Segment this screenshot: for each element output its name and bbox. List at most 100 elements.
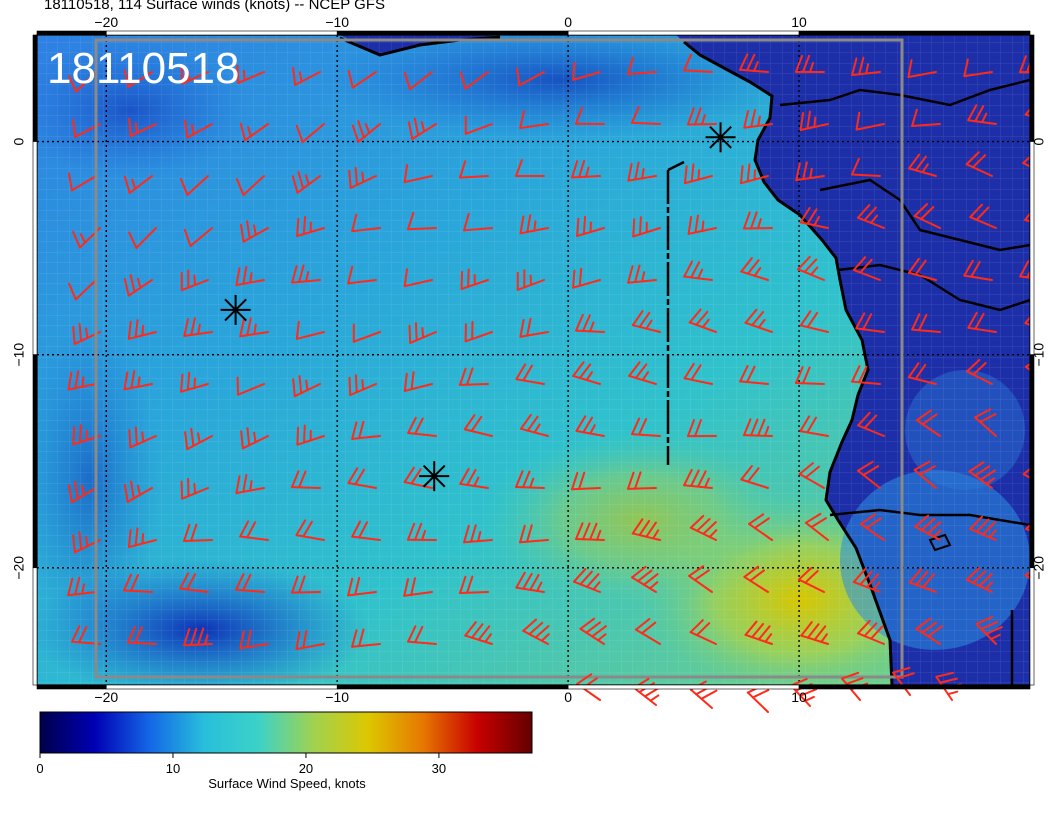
wind-barb: [689, 514, 718, 541]
wind-barb: [572, 267, 601, 289]
lon-tick-label-bottom: 0: [564, 689, 572, 705]
wind-barb: [859, 513, 885, 541]
wind-barb: [123, 69, 153, 88]
wind-barb: [463, 414, 493, 437]
lon-tick-label-bottom: −20: [94, 689, 118, 705]
frame-bar-top: [105, 30, 338, 36]
wind-barb: [291, 171, 321, 194]
wind-barb: [631, 518, 661, 541]
wind-barb: [459, 575, 489, 595]
colorbar: [39, 711, 533, 754]
wind-barb: [799, 110, 829, 131]
wind-barb: [852, 256, 881, 281]
wind-barb: [464, 320, 493, 343]
wind-barb: [460, 268, 489, 290]
storm-markers: [220, 122, 736, 492]
wind-barb: [743, 418, 773, 437]
wind-barb: [963, 259, 993, 281]
wind-barb: [1025, 515, 1030, 541]
wind-barb: [519, 214, 549, 235]
frame-bar-left: [32, 141, 38, 355]
wind-barb: [683, 468, 713, 489]
wind-barb: [183, 317, 213, 337]
wind-barb: [347, 576, 377, 597]
gulf-island: [928, 533, 952, 552]
wind-barb: [631, 417, 661, 437]
wind-barb: [459, 71, 489, 90]
wind-barb: [239, 122, 269, 142]
wind-barb: [348, 374, 377, 396]
wind-barb: [296, 215, 325, 237]
wind-barb: [571, 159, 601, 179]
wind-barb: [975, 616, 1003, 645]
frame-bar-right: [1029, 34, 1035, 142]
wind-barb: [519, 110, 549, 129]
wind-barb: [407, 211, 437, 231]
wind-barb: [123, 370, 153, 391]
wind-barb: [352, 323, 381, 343]
colorbar-tick-label: 30: [432, 761, 446, 776]
wind-barb: [907, 257, 937, 281]
wind-barb: [463, 524, 493, 544]
colorbar-tick-label: 10: [166, 761, 180, 776]
wind-barb: [459, 367, 489, 386]
wind-barb: [127, 625, 157, 645]
wind-barb: [683, 53, 713, 73]
frame-bars: [32, 30, 1035, 690]
wind-barb: [744, 620, 773, 645]
lat-tick-label-left: −10: [11, 343, 27, 367]
wind-barb: [407, 522, 437, 541]
wind-barb: [296, 424, 325, 446]
wind-barb: [908, 153, 937, 177]
wind-barb: [295, 123, 325, 144]
wind-barb: [291, 575, 321, 594]
wind-barb: [575, 313, 605, 333]
wind-barb: [180, 65, 209, 85]
wind-barb: [739, 53, 769, 73]
wind-barb: [515, 363, 545, 385]
wind-barb: [851, 56, 881, 77]
wind-barb: [464, 115, 493, 135]
wind-barb: [800, 621, 829, 645]
wind-barb: [347, 467, 377, 489]
wind-barb: [239, 520, 269, 541]
wind-barb: [183, 523, 213, 543]
wind-barb: [571, 471, 601, 491]
wind-barb: [795, 161, 825, 182]
wind-barb: [627, 471, 657, 490]
wind-barb: [739, 365, 769, 385]
tick-labels: −20 −20 −10 −10 0 0 10 10 0 0 −10 −10 −20 −20: [11, 14, 1047, 705]
wind-barb: [743, 565, 769, 593]
wind-barb: [907, 362, 937, 385]
wind-barb: [128, 117, 157, 137]
wind-barb: [68, 279, 97, 301]
frame-bar-bottom: [567, 684, 800, 690]
colorbar-tick-label: 20: [299, 761, 313, 776]
wind-barb: [348, 166, 377, 189]
african-coastline: [683, 40, 894, 685]
lat-tick-label-right: −20: [1031, 556, 1047, 580]
wind-barb: [128, 426, 157, 449]
wind-barb: [180, 269, 209, 292]
wind-barb: [295, 519, 325, 541]
storm-marker: [220, 294, 251, 325]
wind-barb: [683, 362, 713, 385]
colorbar-ticks: 0 10 20 30: [36, 753, 446, 776]
wind-barb: [123, 573, 153, 593]
wind-barb: [519, 524, 549, 544]
wind-barb: [292, 66, 321, 86]
wind-barb: [1019, 260, 1030, 281]
wind-barb: [687, 419, 717, 438]
wind-barb: [748, 513, 773, 541]
wind-barb: [572, 361, 601, 385]
wind-barb: [687, 214, 717, 235]
country-border: [819, 178, 1030, 252]
wind-barb: [965, 566, 994, 593]
wind-barb: [795, 366, 825, 385]
wind-barb: [291, 264, 321, 284]
frame-bar-top: [567, 30, 800, 36]
wind-barb: [403, 268, 433, 288]
wind-barb: [235, 265, 265, 287]
wind-barb: [239, 317, 269, 338]
wind-barb: [403, 164, 433, 184]
